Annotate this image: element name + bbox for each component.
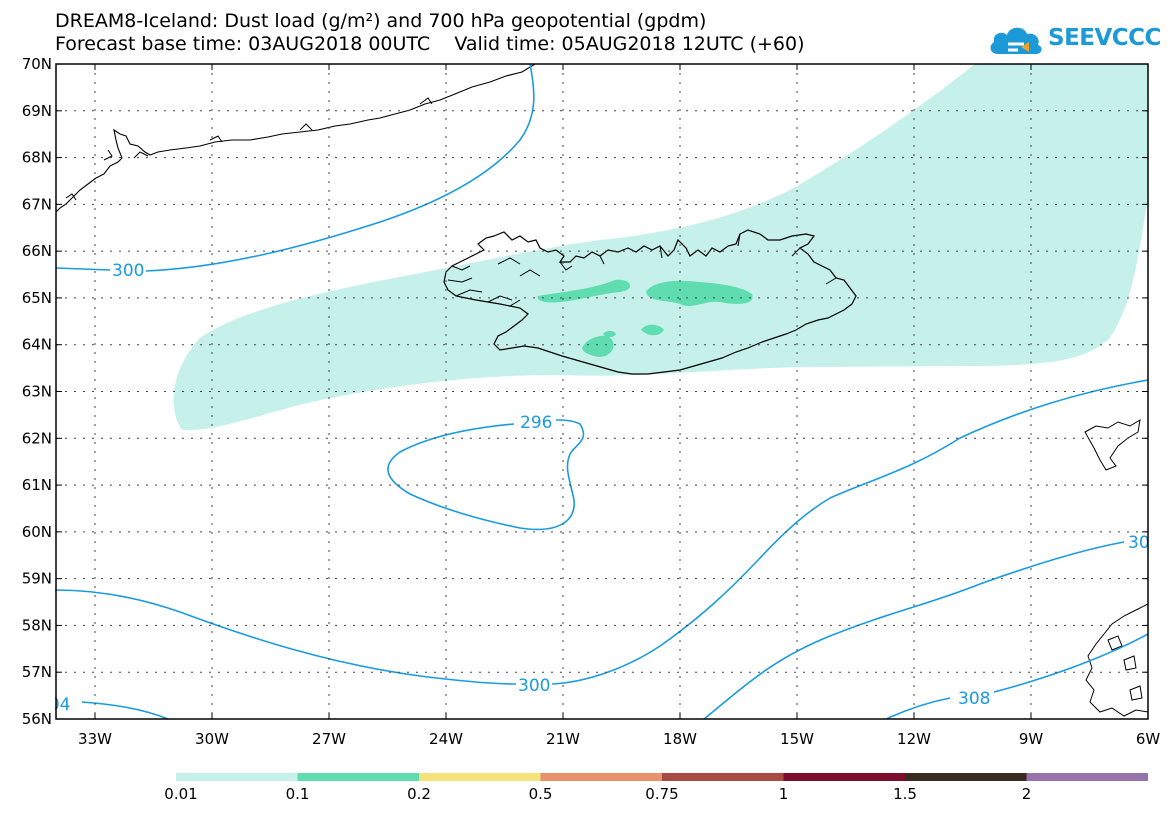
longitude-axis: 33W 30W 27W 24W 21W 18W 15W 12W 9W 6W: [78, 730, 1160, 748]
legend-label: 0.75: [645, 785, 678, 803]
lat-tick-label: 56N: [22, 710, 52, 728]
lat-tick-label: 66N: [22, 242, 52, 260]
norway-coast: [1085, 603, 1148, 717]
dust-patch: [603, 331, 616, 337]
legend-swatch: [1026, 773, 1148, 781]
lat-tick-label: 59N: [22, 570, 52, 588]
dust-patch: [646, 280, 753, 306]
lat-tick-label: 61N: [22, 476, 52, 494]
norway-islands: [1107, 635, 1143, 701]
dust-patch: [641, 324, 664, 336]
legend-swatch: [540, 773, 662, 781]
legend-label: 0.5: [529, 785, 553, 803]
seevccc-logo: SEEVCCC: [988, 20, 1161, 60]
legend-label: 2: [1022, 785, 1032, 803]
contour-label: 300: [518, 676, 550, 696]
legend-swatch: [783, 773, 905, 781]
legend-label: 1.5: [893, 785, 917, 803]
dust-patch: [582, 335, 614, 357]
faroe-coast: [1084, 419, 1141, 471]
lon-tick-label: 12W: [897, 730, 931, 748]
lat-tick-label: 60N: [22, 523, 52, 541]
lon-tick-label: 27W: [312, 730, 346, 748]
lat-tick-label: 62N: [22, 429, 52, 447]
lat-tick-label: 69N: [22, 102, 52, 120]
legend-label: 0.2: [407, 785, 431, 803]
contour-label: 300: [112, 261, 144, 281]
contour-label: 296: [520, 413, 552, 433]
legend-swatch: [297, 773, 419, 781]
contour-300-south: [56, 379, 1148, 685]
contour-308: [885, 633, 1148, 719]
lat-tick-label: 67N: [22, 195, 52, 213]
axis-ticks: [56, 63, 1149, 720]
lat-tick-label: 68N: [22, 149, 52, 167]
lon-tick-label: 15W: [780, 730, 814, 748]
map-plot-area: [56, 64, 1148, 719]
greenland-coast-detail: [65, 97, 433, 201]
graticule: [56, 64, 1148, 719]
contour-label: 308: [958, 689, 990, 709]
contour-296: [387, 419, 585, 531]
map-subtitle: Forecast base time: 03AUG2018 00UTC Vali…: [55, 33, 805, 55]
legend-label: 0.1: [286, 785, 310, 803]
lon-tick-label: 6W: [1136, 730, 1161, 748]
cloud-icon: [990, 27, 1042, 54]
map-title: DREAM8-Iceland: Dust load (g/m²) and 700…: [55, 10, 707, 32]
logo-text: SEEVCCC: [1048, 25, 1161, 51]
lat-tick-label: 65N: [22, 289, 52, 307]
lat-tick-label: 64N: [22, 336, 52, 354]
lon-tick-label: 33W: [78, 730, 112, 748]
lon-tick-label: 18W: [663, 730, 697, 748]
lat-tick-label: 57N: [22, 663, 52, 681]
legend-label: 0.01: [164, 785, 197, 803]
legend-label: 1: [779, 785, 789, 803]
lat-tick-label: 70N: [22, 55, 52, 73]
contour-300-southeast: [703, 541, 1125, 719]
iceland-coast: [443, 229, 857, 375]
iceland-fjords: [447, 233, 837, 307]
legend-swatch: [905, 773, 1027, 781]
contour-304: [81, 701, 169, 719]
lon-tick-label: 21W: [546, 730, 580, 748]
lon-tick-label: 30W: [195, 730, 229, 748]
lon-tick-label: 9W: [1019, 730, 1044, 748]
lon-tick-label: 24W: [429, 730, 463, 748]
latitude-axis: 70N 69N 68N 67N 66N 65N 64N 63N 62N 61N 60N 59N 58N 5…: [22, 55, 52, 728]
lat-tick-label: 58N: [22, 616, 52, 634]
legend-swatch: [419, 773, 541, 781]
lat-tick-label: 63N: [22, 383, 52, 401]
legend-swatch: [176, 773, 298, 781]
contour-300-north: [56, 64, 535, 272]
legend-swatch: [662, 773, 784, 781]
greenland-coast: [56, 64, 536, 213]
legend-labels: 0.01 0.1 0.2 0.5 0.75 1 1.5 2: [164, 785, 1031, 803]
legend-colorbar: [176, 773, 1148, 781]
geopotential-contours: [56, 64, 1148, 719]
dust-patch: [537, 279, 631, 303]
